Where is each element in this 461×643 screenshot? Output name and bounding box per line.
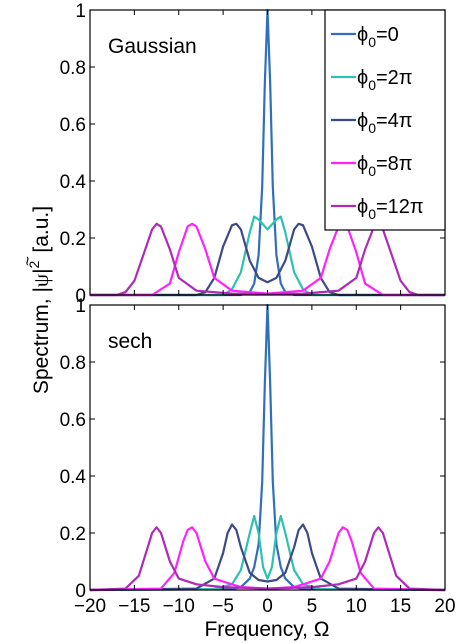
y-axis-label-bar: | xyxy=(30,268,53,273)
y-tick-label: 0 xyxy=(75,581,86,602)
x-tick-label: −15 xyxy=(118,596,150,617)
y-tick-label: 1 xyxy=(75,1,86,22)
x-tick-label: −10 xyxy=(163,596,195,617)
series-line-phi4pi xyxy=(90,222,445,297)
y-tick-label: 0 xyxy=(75,286,86,307)
y-tick-label: 0.4 xyxy=(60,172,87,193)
y-tick-label: 0.2 xyxy=(60,524,86,545)
series-line-phi2pi xyxy=(89,514,446,592)
legend-entry: ϕ0=12π xyxy=(357,196,424,222)
y-tick-label: 0.6 xyxy=(60,410,86,431)
y-tick-label: 0.6 xyxy=(60,115,86,136)
panel-label: sech xyxy=(108,330,152,353)
y-axis-label: Spectrum, |ψ|2 [a.u.] xyxy=(26,206,53,394)
series-line-phi8pi xyxy=(90,222,445,297)
y-axis-label-tilde: ~ xyxy=(18,256,37,266)
y-axis-label-unit: [a.u.] xyxy=(30,206,53,253)
y-axis-label-main: Spectrum, | xyxy=(30,287,53,394)
sech-panel: 0 0.2 0.4 0.6 0.8 1 −20 −15 −10 −5 0 5 10 15 20 sech xyxy=(60,296,456,617)
legend: ϕ0=0 ϕ0=2π ϕ0=4π ϕ0=8π ϕ0=12π xyxy=(324,9,446,231)
x-tick-label: 0 xyxy=(262,596,273,617)
y-axis-label-psi: ψ xyxy=(29,274,53,287)
y-tick-label: 0.4 xyxy=(60,467,87,488)
x-tick-label: 5 xyxy=(307,596,318,617)
legend-entry: ϕ0=0 xyxy=(357,24,399,50)
x-axis-label: Frequency, Ω xyxy=(204,618,329,641)
x-tick-label: −5 xyxy=(212,596,234,617)
series-line-phi4pi xyxy=(89,523,446,592)
y-tick-label: 0.2 xyxy=(60,229,86,250)
panel-label: Gaussian xyxy=(108,35,197,58)
x-tick-label: 20 xyxy=(434,596,455,617)
x-tick-label: −20 xyxy=(74,596,106,617)
legend-entry: ϕ0=8π xyxy=(357,153,413,179)
x-tick-label: 15 xyxy=(390,596,411,617)
series-line-phi12pi xyxy=(90,222,445,297)
y-tick-label: 0.8 xyxy=(60,58,86,79)
legend-entry: ϕ0=2π xyxy=(357,67,413,93)
legend-entry: ϕ0=4π xyxy=(357,110,413,136)
y-tick-label: 0.8 xyxy=(60,353,86,374)
series-line-phi2pi xyxy=(90,215,445,297)
y-tick-label: 1 xyxy=(75,296,86,317)
x-tick-label: 10 xyxy=(346,596,367,617)
y-axis-label-sup: 2 xyxy=(26,260,42,268)
